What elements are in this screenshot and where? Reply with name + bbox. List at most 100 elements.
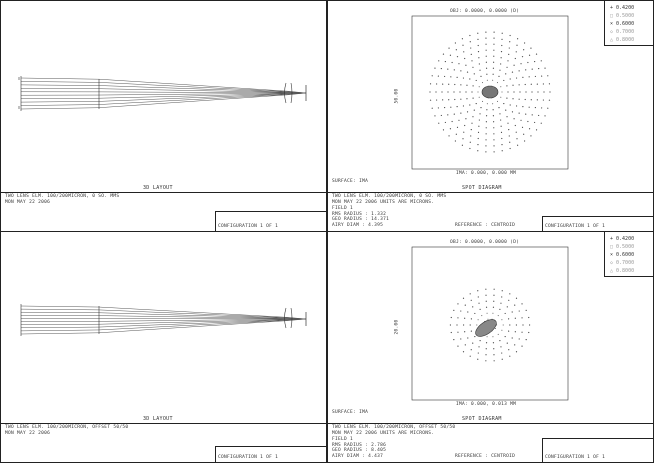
spot-point	[500, 302, 502, 304]
spot-point	[457, 345, 459, 347]
spot-point	[524, 42, 526, 44]
spot-point	[477, 290, 479, 292]
spot-point	[485, 342, 488, 344]
spot-point	[501, 150, 503, 152]
spot-point	[528, 106, 530, 108]
spot-point	[458, 63, 460, 65]
spot-point	[500, 57, 502, 59]
spot-point	[486, 79, 488, 81]
spot-point	[497, 315, 499, 317]
spot-point	[493, 127, 495, 129]
spot-point	[444, 60, 446, 63]
spot-point	[508, 318, 510, 320]
spot-point	[508, 47, 510, 49]
spot-point	[507, 91, 509, 93]
ray-line	[20, 318, 307, 335]
spot-point	[461, 144, 463, 146]
spot-point	[472, 85, 474, 87]
spot-point	[525, 91, 527, 93]
spot-point	[485, 61, 487, 63]
spot-point	[459, 91, 461, 93]
spot-point	[472, 116, 474, 118]
spot-point	[514, 57, 516, 60]
spot-point	[469, 41, 471, 43]
spot-point	[547, 107, 549, 109]
spot-field-top: FIELD 1	[332, 206, 354, 211]
spot-point	[506, 85, 508, 87]
spot-point	[451, 61, 453, 64]
spot-point	[535, 53, 538, 55]
spot-point	[447, 91, 449, 93]
spot-point	[454, 98, 456, 101]
spot-point	[449, 128, 452, 130]
spot-point	[437, 107, 439, 109]
spot-point	[498, 106, 500, 109]
spot-box-bottom	[411, 246, 569, 401]
spot-point	[449, 324, 451, 326]
spot-point	[444, 75, 446, 78]
spot-point	[461, 38, 463, 40]
spot-point	[531, 114, 533, 116]
spot-point	[493, 300, 495, 302]
spot-point	[460, 310, 462, 312]
spot-diagram-top	[411, 15, 569, 170]
spot-point	[528, 128, 531, 130]
spot-point	[478, 125, 480, 127]
spot-point	[500, 63, 502, 65]
spot-point	[462, 138, 464, 140]
spot-point	[473, 73, 475, 75]
spot-point	[530, 47, 532, 49]
spot-point	[453, 91, 455, 93]
spot-point	[458, 119, 460, 121]
spot-point	[509, 78, 511, 80]
spot-point	[485, 67, 488, 69]
spot-point	[477, 352, 479, 354]
layout-panel-top: 3D LAYOUT TWO LENS ELM. 100/200MICRON, 0…	[0, 0, 327, 232]
spot-reference-top: REFERENCE : CENTROID	[455, 223, 516, 228]
spot-point	[512, 98, 514, 100]
spot-point	[485, 348, 487, 350]
spot-point	[465, 118, 467, 120]
spot-point	[442, 99, 444, 101]
layout-date-top: MON MAY 22 2006	[5, 200, 51, 205]
spot-point	[437, 75, 439, 77]
lens-2-top	[284, 82, 287, 104]
spot-point	[436, 83, 438, 85]
spot-point	[454, 83, 456, 86]
spot-point	[518, 70, 520, 72]
spot-point	[504, 335, 506, 338]
spot-point	[515, 51, 517, 53]
spot-point	[544, 67, 546, 69]
spot-point	[525, 309, 527, 311]
spot-point	[444, 106, 446, 109]
spot-point	[447, 68, 449, 70]
spot-point	[536, 83, 538, 85]
spot-point	[485, 37, 487, 39]
spot-point	[538, 67, 540, 70]
spot-point	[522, 76, 524, 78]
spot-point	[492, 115, 495, 117]
spot-panel-top: OBJ: 0.0000, 0.0000 (D) 50.00 IMA: 0.000…	[327, 0, 654, 232]
spot-point	[463, 131, 465, 133]
spot-point	[485, 121, 487, 123]
spot-point	[514, 317, 516, 319]
spot-point	[508, 135, 510, 137]
spot-point	[454, 42, 456, 44]
spot-point	[485, 139, 487, 141]
spot-point	[516, 138, 518, 140]
spot-point	[493, 31, 495, 33]
lens-2-bottom	[284, 307, 287, 329]
spot-point	[451, 120, 453, 123]
spot-obj-top: OBJ: 0.0000, 0.0000 (D)	[450, 9, 520, 14]
layout-footer-bottom: CONFIGURATION 1 OF 1	[218, 455, 279, 460]
spot-point	[541, 75, 543, 77]
spot-point	[501, 44, 503, 47]
spot-point	[493, 61, 495, 63]
spot-point	[486, 103, 488, 105]
spot-point	[485, 300, 487, 302]
spot-point	[463, 324, 465, 326]
spot-point	[478, 86, 480, 88]
spot-point	[493, 348, 495, 350]
spot-point	[460, 70, 462, 72]
spot-point	[516, 44, 518, 46]
